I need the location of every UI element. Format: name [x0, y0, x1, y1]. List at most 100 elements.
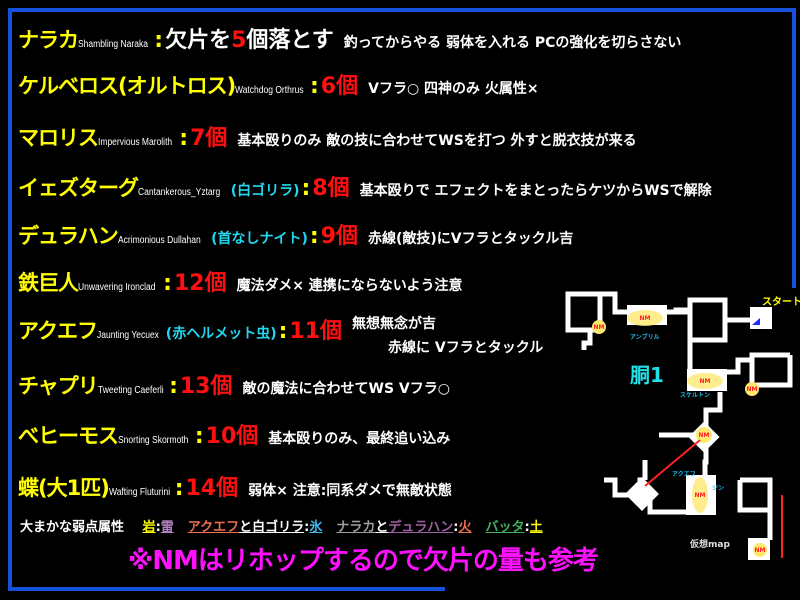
monster-name: アクエフ	[18, 319, 98, 343]
strategy-note: 釣ってからやる 弱体を入れる PCの強化を切らさない	[343, 35, 682, 51]
shard-count: 6個	[320, 74, 359, 99]
shard-count: 11個	[289, 319, 343, 344]
shard-count: 7個	[190, 126, 228, 151]
count-number: 5	[231, 28, 247, 53]
frame-left	[8, 8, 12, 591]
map-label-ambril: アンブリル	[630, 333, 660, 341]
monster-alias: (首なしナイト)	[211, 231, 308, 247]
strategy-note: 敵の魔法に合わせてWS Vフラ○	[242, 381, 450, 397]
weakness-label: 大まかな弱点属性	[20, 520, 125, 535]
map-title: 胴1	[629, 363, 664, 387]
frame-bottom	[8, 587, 445, 591]
nm-label: NM	[640, 315, 651, 322]
monster-name: ナラカ	[18, 28, 79, 52]
nm-markers: NM NM NM NM NM NM NM	[592, 310, 767, 557]
colon: :	[301, 176, 311, 201]
monster-english-name: Impervious Marolith	[98, 137, 173, 148]
strategy-note: 基本殴りで エフェクトをまとったらケツからWSで解除	[359, 183, 712, 199]
monster-english-name: Acrimonious Dullahan	[117, 235, 201, 246]
monster-row: アクエフ Jaunting Yecuex (赤ヘルメット虫):11個 無想無念が吉	[18, 313, 436, 345]
colon: :	[194, 424, 204, 449]
colon: :	[309, 74, 319, 99]
monster-alias: (赤ヘルメット虫)	[165, 326, 277, 342]
monster-row: デュラハン Acrimonious Dullahan (首なしナイト):9個 赤線(敵…	[18, 218, 573, 250]
respawn-warning: ※NMはリホップするので欠片の量も参考	[128, 546, 599, 576]
monster-name: 蝶(大1匹)	[18, 476, 110, 500]
weakness-text: 雷	[160, 520, 174, 535]
monster-english-name: Unwavering Ironclad	[78, 282, 156, 293]
monster-row: 鉄巨人 Unwavering Ironclad:12個 魔法ダメ× 連携にならないよ…	[18, 265, 463, 297]
strategy-note: 無想無念が吉	[352, 316, 437, 332]
shard-count: 10個	[205, 424, 259, 449]
weakness-text: :	[304, 520, 310, 535]
count-suffix: 落とす	[268, 28, 334, 53]
weakness-item: 岩:雷	[143, 520, 174, 535]
weakness-text: :	[453, 520, 459, 535]
colon: :	[163, 271, 172, 296]
monster-name: イェズターグ	[18, 176, 139, 200]
monster-row: マロリス Impervious Marolith:7個 基本殴りのみ 敵の技に合わせ…	[18, 120, 637, 152]
map-label-skeleton: スケルトン	[680, 392, 710, 399]
weakness-text: と白ゴリラ	[239, 520, 305, 535]
weakness-text: 火	[458, 520, 472, 535]
monster-name: 鉄巨人	[18, 271, 79, 295]
colon: :	[278, 319, 288, 344]
weakness-text: デュラハン	[388, 520, 454, 535]
weakness-text: バッタ	[485, 520, 525, 535]
monster-english-name: Jaunting Yecuex	[96, 330, 159, 341]
monster-english-name: Tweeting Caeferli	[97, 385, 164, 396]
monster-english-name: Snorting Skormoth	[118, 435, 189, 446]
monster-name: べヒーモス	[18, 424, 119, 448]
strategy-note: 基本殴りのみ 敵の技に合わせてWSを打つ 外すと脱衣技が来る	[237, 133, 637, 149]
weakness-text: :	[524, 520, 530, 535]
monster-alias: (白ゴリラ)	[230, 183, 300, 199]
strategy-note-2: 赤線に Vフラとタックル	[388, 340, 544, 356]
nm-label: NM	[747, 386, 758, 393]
strategy-note: 赤線(敵技)にVフラとタックル吉	[368, 231, 574, 247]
weakness-text: ナラカ	[336, 520, 376, 535]
monster-row: べヒーモス Snorting Skormoth:10個 基本殴りのみ、最終追い込み	[18, 418, 450, 450]
monster-english-name: Watchdog Orthrus	[235, 85, 304, 96]
shard-count: 12個	[173, 271, 227, 296]
colon: :	[174, 476, 184, 501]
colon: :	[309, 224, 319, 249]
weakness-text: :	[155, 520, 161, 535]
nm-label: NM	[594, 324, 605, 331]
shard-count: 9個	[320, 224, 358, 249]
monster-name: デュラハン	[18, 224, 119, 248]
weakness-text: 氷	[309, 520, 323, 535]
nm-label: NM	[695, 492, 706, 499]
count-prefix: 欠片を	[165, 28, 232, 53]
monster-name: チャプリ	[18, 374, 99, 398]
colon: :	[169, 374, 178, 399]
colon: :	[179, 126, 189, 151]
strategy-note: Vフラ○ 四神のみ 火属性×	[368, 81, 539, 97]
monster-english-name: Shambling Naraka	[78, 39, 148, 50]
weakness-text: 岩	[142, 520, 156, 535]
shard-count: 8個	[312, 176, 350, 201]
strategy-note: 魔法ダメ× 連携にならないよう注意	[236, 278, 463, 294]
monster-name: マロリス	[18, 126, 99, 150]
monster-row: チャプリ Tweeting Caeferli:13個 敵の魔法に合わせてWS Vフラ…	[18, 368, 450, 400]
shard-count: 14個	[185, 476, 239, 501]
weakness-item: アクエフと白ゴリラ:氷	[188, 520, 323, 535]
nm-label: NM	[700, 378, 711, 385]
weakness-text: 土	[529, 520, 543, 535]
weakness-line: 大まかな弱点属性 岩:雷 アクエフと白ゴリラ:氷 ナラカとデュラハン:火 バッタ:土	[20, 516, 543, 535]
monster-english-name: Cantankerous_Yztarg	[138, 187, 221, 198]
frame-right	[792, 8, 796, 288]
weakness-text: アクエフ	[187, 520, 240, 535]
monster-row: イェズターグ Cantankerous_Yztarg (白ゴリラ):8個 基本殴りで …	[18, 170, 712, 202]
start-marker	[752, 318, 760, 325]
shard-count: 13個	[179, 374, 233, 399]
monster-english-name: Wafting Fluturini	[108, 487, 170, 498]
weakness-item: ナラカとデュラハン:火	[336, 520, 471, 535]
map-start-label: スタート	[762, 296, 800, 308]
weakness-item: バッタ:土	[486, 520, 543, 535]
strategy-note: 基本殴りのみ、最終追い込み	[268, 431, 451, 447]
shard-count: 欠片を5個落とす	[165, 28, 334, 53]
nm-label: NM	[699, 432, 710, 439]
monster-row: ナラカ Shambling Naraka: 欠片を5個落とす 釣ってからやる 弱体を入…	[18, 22, 681, 54]
nm-label: NM	[755, 547, 766, 554]
weakness-text: と	[375, 520, 389, 535]
